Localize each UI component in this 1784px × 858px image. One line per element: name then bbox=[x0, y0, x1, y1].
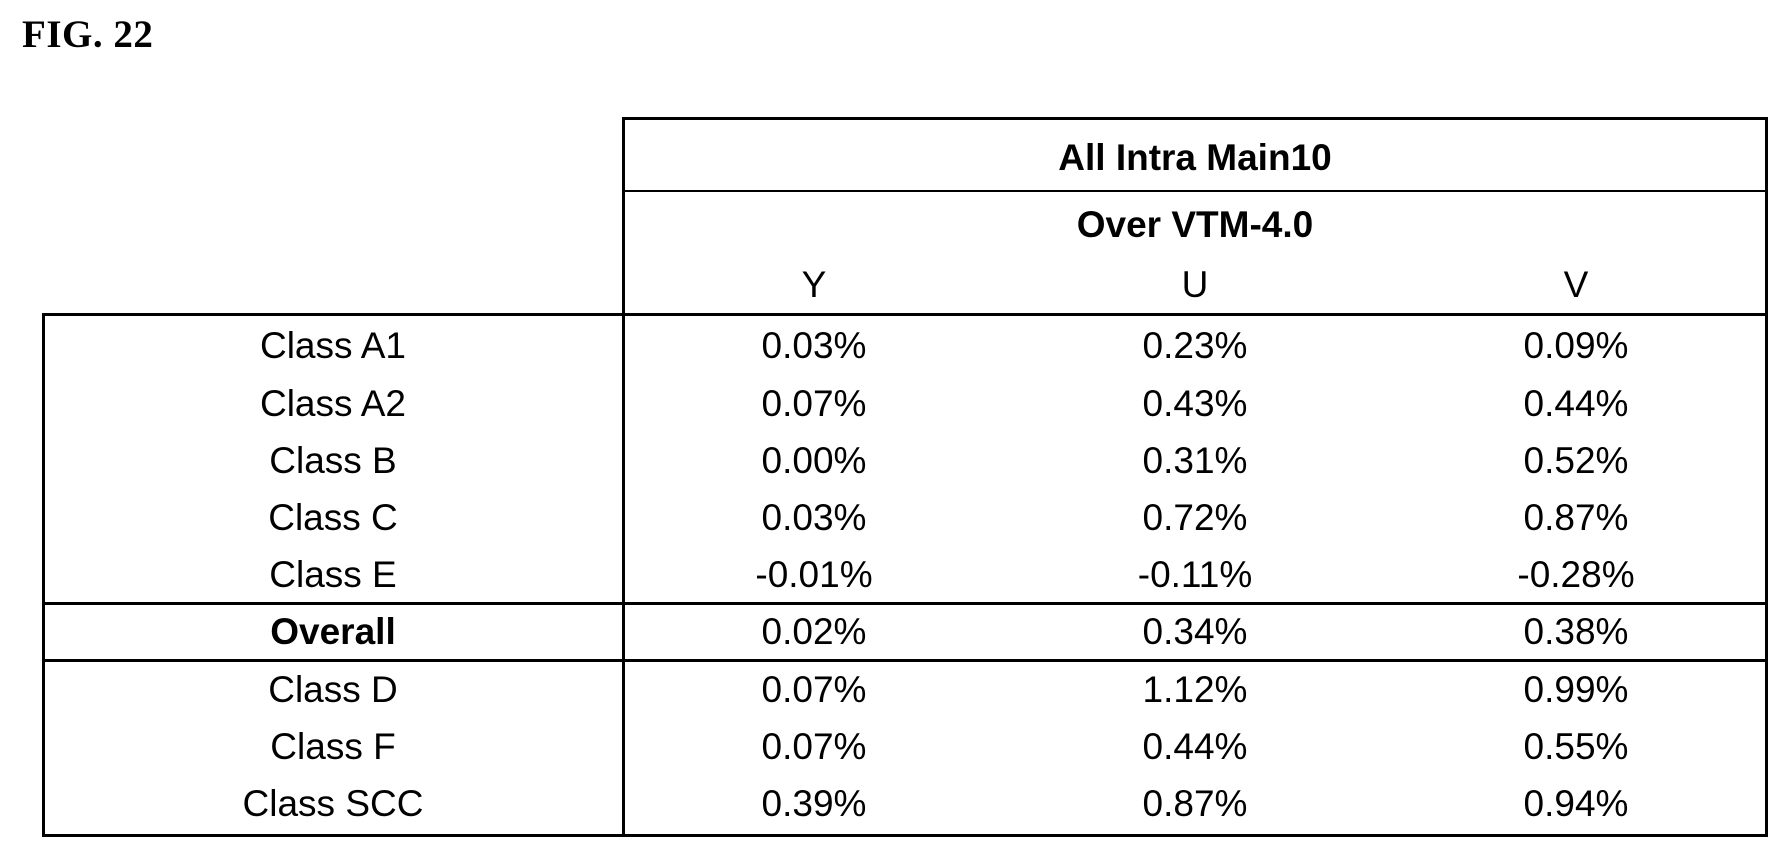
value-y: 0.02% bbox=[761, 611, 867, 652]
column-header-v: V bbox=[1563, 264, 1589, 305]
value-u: -0.11% bbox=[1137, 554, 1253, 595]
value-v: 0.87% bbox=[1523, 497, 1629, 538]
value-u: 0.43% bbox=[1142, 383, 1248, 424]
value-y: 0.39% bbox=[761, 783, 867, 824]
column-header-y: Y bbox=[801, 264, 827, 305]
overall-top-border bbox=[42, 602, 1768, 605]
sub-header: Over VTM-4.0 bbox=[1076, 204, 1314, 245]
label-column-divider bbox=[622, 117, 625, 837]
table-right-border bbox=[1765, 117, 1768, 837]
table-bottom-border bbox=[42, 834, 1768, 837]
value-v: 0.09% bbox=[1523, 325, 1629, 366]
value-v: 0.38% bbox=[1523, 611, 1629, 652]
value-v: 0.52% bbox=[1523, 440, 1629, 481]
value-u: 1.12% bbox=[1142, 669, 1248, 710]
value-u: 0.72% bbox=[1142, 497, 1248, 538]
value-u: 0.23% bbox=[1142, 325, 1248, 366]
value-v: 0.44% bbox=[1523, 383, 1629, 424]
value-y: 0.07% bbox=[761, 669, 867, 710]
row-label: Class F bbox=[270, 726, 396, 767]
figure-label: FIG. 22 bbox=[22, 13, 154, 56]
value-u: 0.31% bbox=[1142, 440, 1248, 481]
row-label: Class E bbox=[269, 554, 397, 595]
value-v: -0.28% bbox=[1517, 554, 1635, 595]
overall-bottom-border bbox=[42, 659, 1768, 662]
value-y: 0.00% bbox=[761, 440, 867, 481]
row-label: Class B bbox=[269, 440, 397, 481]
row-label: Class A1 bbox=[259, 325, 406, 366]
group-header: All Intra Main10 bbox=[1058, 137, 1332, 178]
value-v: 0.99% bbox=[1523, 669, 1629, 710]
value-y: 0.07% bbox=[761, 383, 867, 424]
value-y: 0.03% bbox=[761, 497, 867, 538]
row-label-overall: Overall bbox=[270, 611, 396, 652]
value-y: 0.07% bbox=[761, 726, 867, 767]
value-u: 0.87% bbox=[1142, 783, 1248, 824]
row-label: Class SCC bbox=[242, 783, 424, 824]
value-y: 0.03% bbox=[761, 325, 867, 366]
value-u: 0.34% bbox=[1142, 611, 1248, 652]
value-y: -0.01% bbox=[755, 554, 873, 595]
value-v: 0.94% bbox=[1523, 783, 1629, 824]
value-v: 0.55% bbox=[1523, 726, 1629, 767]
row-label: Class D bbox=[268, 669, 398, 710]
value-u: 0.44% bbox=[1142, 726, 1248, 767]
row-label: Class C bbox=[268, 497, 398, 538]
row-label: Class A2 bbox=[259, 383, 406, 424]
header-top-border bbox=[624, 117, 1768, 120]
header-bottom-border bbox=[42, 313, 1768, 316]
column-header-u: U bbox=[1181, 264, 1209, 305]
header-divider bbox=[624, 190, 1768, 192]
table-left-border bbox=[42, 313, 45, 837]
